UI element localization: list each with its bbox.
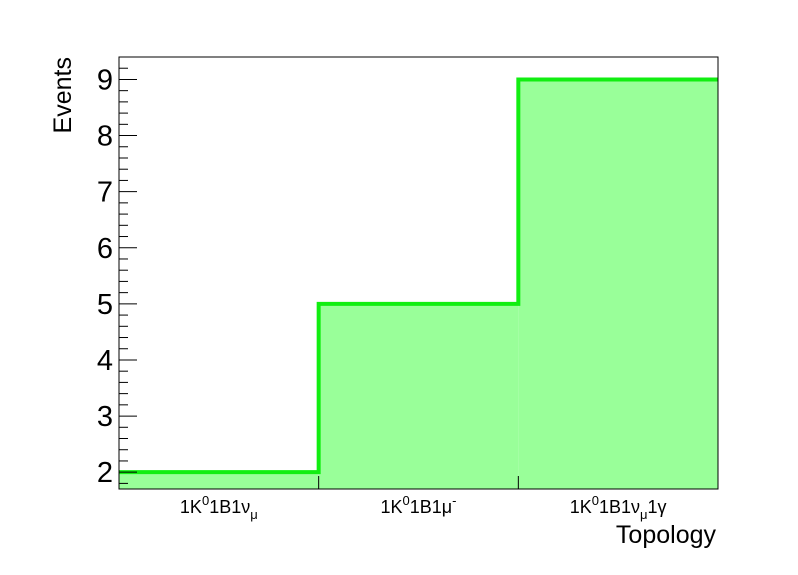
y-tick-label: 6 xyxy=(97,233,113,265)
category-label-1: 1K01B1νμ xyxy=(180,493,258,522)
category-label-2: 1K01B1μ- xyxy=(380,493,456,517)
y-axis-title: Events xyxy=(49,57,77,133)
bar-3 xyxy=(518,79,718,489)
y-tick-label: 7 xyxy=(97,177,113,209)
y-tick-label: 9 xyxy=(97,64,113,96)
bar-2 xyxy=(318,303,519,489)
x-axis-title: Topology xyxy=(616,521,717,549)
y-tick-label: 8 xyxy=(97,121,113,153)
category-label-3: 1K01B1νμ1γ xyxy=(570,493,667,522)
y-tick-label: 2 xyxy=(97,457,113,489)
y-tick-label: 3 xyxy=(97,401,113,433)
plot-frame xyxy=(118,56,719,490)
category-labels: 1K01B1νμ 1K01B1μ- 1K01B1νμ1γ xyxy=(180,493,667,522)
axes-group xyxy=(118,56,719,490)
y-tick-labels: 2 3 4 5 6 7 8 9 xyxy=(97,64,113,489)
bars-group xyxy=(119,79,718,489)
y-tick-label: 5 xyxy=(97,289,113,321)
bar-1 xyxy=(119,472,319,489)
histogram-outline xyxy=(119,77,718,475)
y-tick-label: 4 xyxy=(97,345,113,377)
